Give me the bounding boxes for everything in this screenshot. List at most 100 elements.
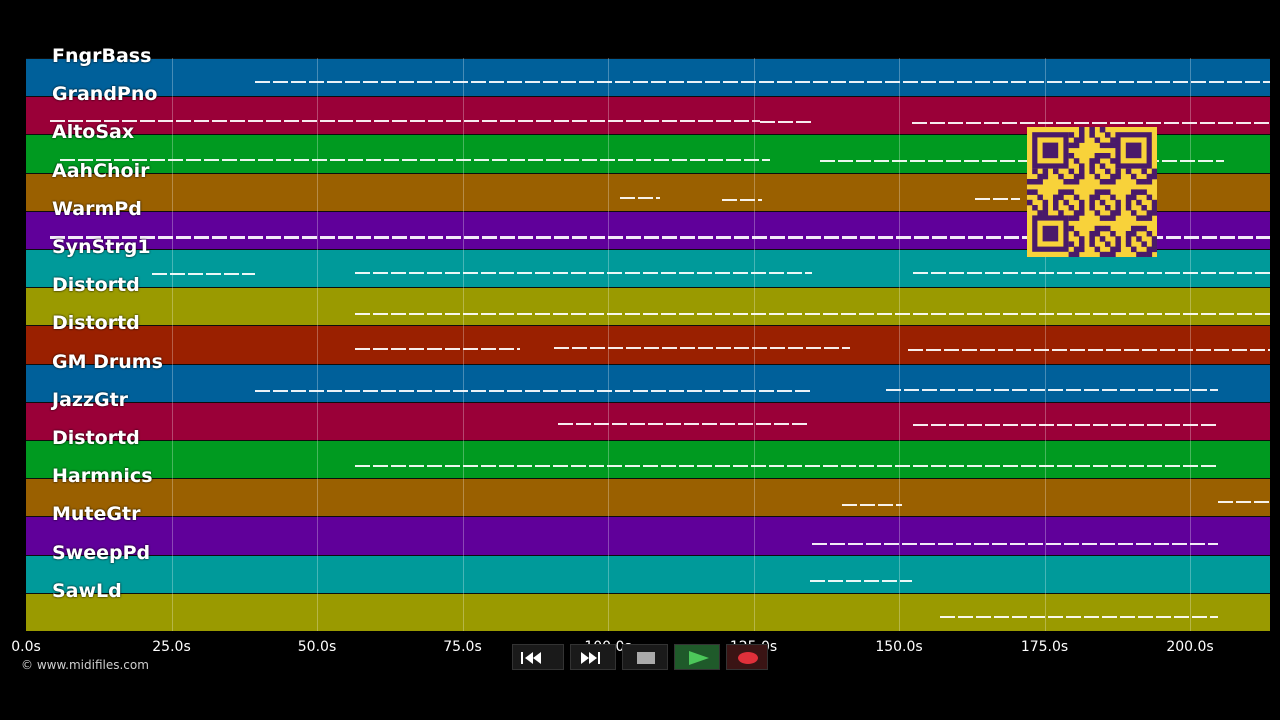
- note: [1137, 81, 1152, 84]
- note: [1138, 616, 1153, 619]
- note: [734, 119, 749, 122]
- note: [993, 81, 1008, 84]
- rewind-button[interactable]: [512, 644, 564, 670]
- note: [1034, 348, 1049, 351]
- track-lane: [26, 58, 1270, 97]
- note: [912, 122, 927, 124]
- note: [823, 464, 838, 467]
- note: [697, 272, 712, 275]
- time-tick-label: 75.0s: [443, 639, 482, 655]
- note: [1110, 122, 1125, 124]
- note: [392, 236, 407, 239]
- note: [572, 236, 587, 239]
- note: [1191, 81, 1206, 84]
- note: [944, 348, 959, 351]
- note: [1120, 616, 1135, 619]
- note: [661, 313, 676, 315]
- note: [373, 348, 388, 351]
- note: [572, 347, 587, 349]
- note: [194, 119, 209, 122]
- note: [242, 273, 255, 275]
- note: [1236, 122, 1251, 124]
- grid-line: [753, 58, 755, 631]
- note: [1124, 348, 1139, 351]
- note: [373, 313, 388, 315]
- note: [612, 423, 627, 426]
- note: [194, 236, 209, 239]
- note: [913, 272, 928, 275]
- note: [1268, 348, 1270, 351]
- note: [741, 390, 756, 392]
- note: [50, 119, 65, 122]
- note: [499, 348, 514, 351]
- note: [1219, 313, 1234, 315]
- note: [1216, 159, 1224, 162]
- play-button[interactable]: [674, 644, 720, 670]
- time-tick-label: 25.0s: [152, 639, 191, 655]
- note: [1237, 313, 1252, 315]
- note: [967, 272, 982, 275]
- note: [751, 313, 766, 315]
- note: [224, 273, 239, 275]
- note: [399, 390, 414, 392]
- note: [445, 464, 460, 467]
- note: [985, 424, 1000, 426]
- note: [1254, 122, 1269, 124]
- note: [733, 313, 748, 315]
- note: [1057, 313, 1072, 315]
- note: [848, 542, 863, 545]
- note: [409, 348, 424, 351]
- note: [1028, 542, 1043, 545]
- note: [1012, 388, 1027, 391]
- note: [787, 464, 802, 467]
- note: [930, 122, 945, 124]
- note: [373, 272, 388, 275]
- note: [546, 159, 561, 161]
- note: [841, 313, 856, 315]
- fast-forward-button[interactable]: [570, 644, 616, 670]
- note: [998, 348, 1013, 351]
- note: [525, 390, 540, 392]
- note: [597, 390, 612, 392]
- note: [608, 236, 623, 239]
- note: [975, 81, 990, 84]
- note: [878, 504, 893, 506]
- copyright-text: © www.midifiles.com: [21, 658, 149, 672]
- note: [176, 119, 191, 122]
- note: [489, 390, 504, 392]
- note: [859, 313, 874, 315]
- note: [1210, 616, 1218, 619]
- note: [86, 236, 101, 239]
- note: [638, 197, 653, 200]
- note: [535, 464, 550, 467]
- note: [976, 388, 991, 391]
- note: [1101, 81, 1116, 84]
- note: [1220, 236, 1235, 239]
- track-label: SawLd: [52, 579, 122, 602]
- note: [1201, 424, 1216, 426]
- note: [518, 119, 533, 122]
- note: [1147, 424, 1162, 426]
- note: [96, 159, 111, 161]
- note: [481, 464, 496, 467]
- note: [643, 464, 658, 467]
- stop-button[interactable]: [622, 644, 668, 670]
- note: [1147, 313, 1162, 315]
- note: [463, 348, 478, 351]
- note: [967, 464, 982, 467]
- note: [576, 423, 591, 426]
- note: [453, 81, 468, 84]
- note: [1165, 424, 1180, 426]
- note: [949, 313, 964, 315]
- grid-line: [317, 58, 318, 631]
- note: [374, 236, 389, 239]
- note: [715, 313, 730, 315]
- note: [1029, 81, 1044, 84]
- record-button[interactable]: [726, 644, 768, 670]
- note: [734, 347, 749, 349]
- note: [176, 236, 191, 239]
- track-label: Distortd: [52, 427, 140, 449]
- note: [769, 464, 784, 467]
- note: [758, 199, 762, 201]
- note: [553, 272, 568, 275]
